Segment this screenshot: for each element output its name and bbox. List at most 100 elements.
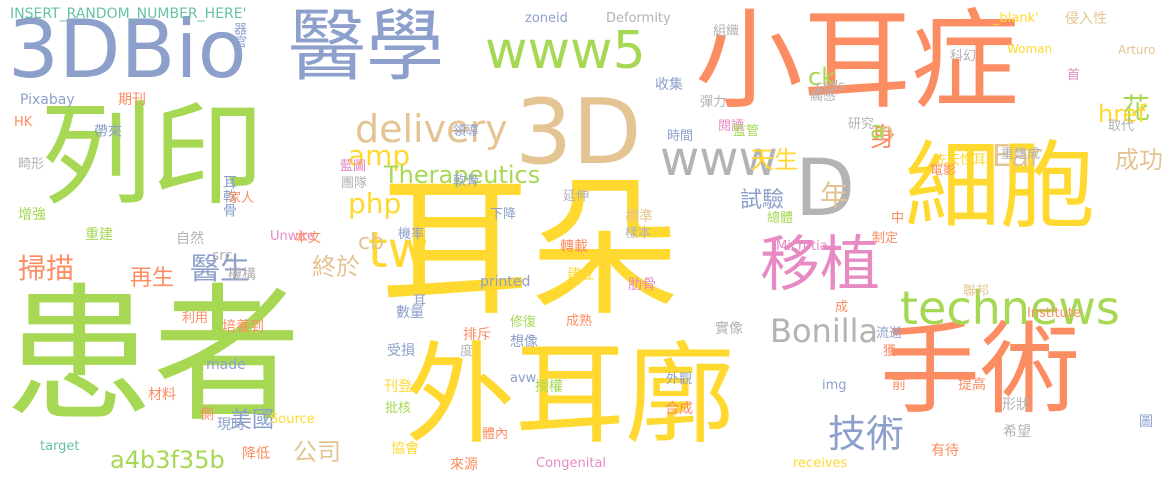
word-64: 研究 — [848, 117, 875, 132]
word-99: 數量 — [396, 305, 424, 321]
word-59: 閱讀 — [718, 119, 745, 134]
word-30: ck — [808, 63, 836, 91]
word-117: 材料 — [148, 387, 176, 403]
word-24: 再生 — [130, 266, 175, 291]
word-53: Pixabay — [20, 92, 75, 108]
word-18: tw — [368, 221, 429, 279]
word-132: 協會 — [391, 441, 419, 457]
word-84: src — [212, 248, 233, 264]
word-70: 電影 — [930, 163, 957, 178]
word-82: 自然 — [176, 231, 204, 247]
word-102: 成熟 — [566, 314, 593, 329]
word-19: Bonilla — [770, 312, 879, 350]
word-2: 列印 — [40, 91, 264, 221]
word-126: 希望 — [1003, 424, 1031, 440]
word-60: 領導 — [453, 124, 480, 139]
word-32: href — [1098, 100, 1146, 128]
word-48: 器官 — [231, 22, 246, 48]
word-23: 醫生 — [190, 252, 250, 287]
word-74: 家人 — [228, 191, 255, 206]
word-58: 時間 — [667, 129, 694, 144]
word-17: php — [348, 187, 402, 220]
word-52: cells — [816, 79, 846, 94]
word-7: 3D — [515, 80, 642, 185]
word-135: receives — [793, 456, 848, 471]
word-110: 獲 — [883, 344, 897, 359]
word-36: n — [880, 120, 894, 145]
word-9: 醫學 — [288, 2, 445, 92]
word-0: 耳朵 — [380, 163, 681, 337]
word-63: 監管 — [733, 124, 760, 139]
word-131: target — [40, 439, 80, 454]
word-65: 取代 — [1108, 119, 1135, 134]
word-81: 重建 — [85, 227, 113, 243]
word-90: 機構 — [228, 267, 256, 283]
word-11: www — [660, 131, 778, 187]
word-44: _blank' — [993, 11, 1039, 26]
word-95: printed — [480, 274, 531, 290]
word-68: 團隊 — [341, 176, 368, 191]
word-16: amp — [348, 139, 411, 172]
word-121: 現時 — [217, 417, 245, 433]
word-89: 制定 — [872, 231, 899, 246]
word-98: 利用 — [182, 311, 209, 326]
word-21: 技術 — [828, 412, 905, 456]
word-40: cb — [358, 230, 385, 255]
word-66: 畸形 — [18, 157, 45, 172]
word-56: 彈力 — [700, 95, 727, 110]
word-112: avw — [510, 371, 537, 386]
word-78: 標準 — [625, 209, 653, 225]
word-77: 增強 — [18, 207, 46, 223]
word-22: 掃描 — [18, 252, 75, 285]
word-6: 細胞 — [905, 132, 1096, 242]
word-80: 中 — [891, 211, 905, 226]
word-100: 排斥 — [463, 327, 491, 343]
word-28: 美國 — [230, 408, 275, 433]
word-134: Congenital — [536, 456, 607, 471]
word-57: 首 — [1067, 68, 1081, 83]
word-88: Microtia — [776, 239, 828, 254]
word-35: 身 — [870, 123, 897, 153]
word-109: 想像 — [510, 334, 538, 350]
word-124: 合成 — [665, 401, 693, 417]
word-111: made — [206, 357, 246, 373]
word-5: 手術 — [880, 311, 1080, 428]
word-41: INSERT_RANDOM_NUMBER_HERE' — [10, 6, 247, 22]
word-3: 外耳廓 — [405, 331, 735, 459]
word-105: 流逝 — [876, 326, 903, 341]
word-31: 花 — [1122, 92, 1151, 125]
word-101: 修復 — [510, 315, 537, 330]
word-91: 轉載 — [560, 239, 588, 255]
word-14: technews — [900, 281, 1120, 335]
word-108: 度 — [460, 344, 474, 359]
word-43: Deformity — [606, 11, 671, 26]
word-67: 藍圖 — [340, 159, 367, 174]
word-133: 來源 — [450, 457, 478, 473]
word-50: 科幻 — [950, 49, 977, 64]
word-20: Ear — [992, 139, 1042, 174]
word-47: Arturo — [1118, 43, 1156, 57]
word-45: 侵入性 — [1065, 11, 1107, 27]
word-1: 患者 — [5, 270, 301, 442]
word-120: 側 — [200, 407, 214, 423]
word-34: 天生 — [750, 146, 798, 174]
word-42: zoneid — [525, 11, 568, 26]
word-86: 機率 — [398, 227, 425, 242]
word-97: Institute — [1027, 306, 1081, 321]
word-130: 圖 — [1139, 414, 1153, 430]
word-71: 先天性耳 — [934, 153, 987, 168]
word-73: 軟骨 — [453, 174, 480, 189]
word-12: D — [795, 144, 856, 234]
word-75: 下降 — [490, 207, 517, 222]
word-8: 3DBio — [8, 3, 247, 96]
word-116: 提高 — [958, 377, 986, 393]
word-54: 期刊 — [118, 92, 146, 108]
word-49: 組織 — [713, 24, 740, 39]
word-39: 試驗 — [740, 188, 785, 213]
word-61: HK — [14, 115, 33, 130]
word-94: 聯邦 — [963, 284, 990, 299]
word-46: Woman — [1007, 42, 1053, 56]
word-10: www5 — [485, 21, 646, 81]
word-37: a — [870, 116, 885, 144]
